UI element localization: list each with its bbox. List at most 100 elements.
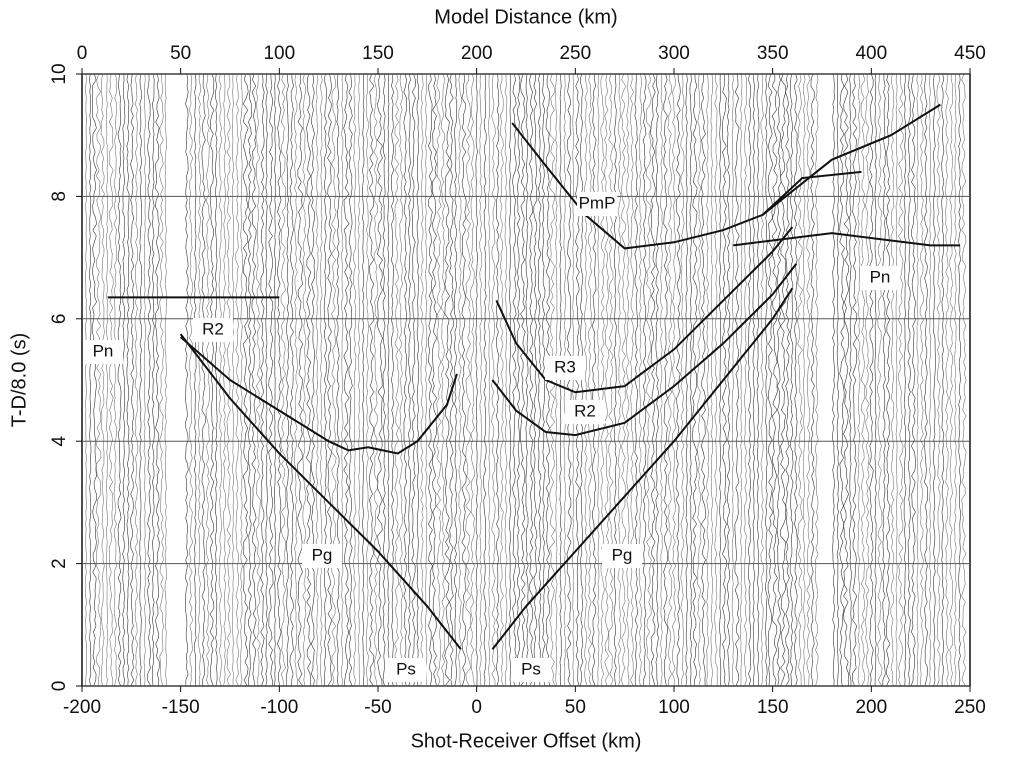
- trace: [710, 73, 714, 687]
- x-tick-label: -150: [162, 697, 200, 718]
- trace: [877, 73, 883, 687]
- trace: [122, 73, 126, 687]
- trace: [85, 73, 87, 687]
- trace: [765, 73, 768, 687]
- trace: [483, 73, 487, 687]
- trace: [885, 73, 891, 687]
- trace: [470, 73, 475, 687]
- travel-time-curve: [511, 122, 862, 250]
- trace: [958, 73, 961, 687]
- trace: [376, 73, 383, 687]
- trace: [756, 73, 760, 687]
- trace: [945, 73, 949, 687]
- trace: [268, 73, 274, 687]
- trace: [147, 73, 152, 687]
- trace: [411, 73, 416, 687]
- trace: [529, 73, 534, 687]
- travel-time-curve: [180, 336, 458, 455]
- trace: [113, 73, 118, 687]
- trace: [407, 73, 411, 687]
- trace: [620, 73, 627, 687]
- trace: [941, 73, 945, 686]
- trace: [336, 73, 340, 687]
- trace: [310, 73, 316, 687]
- annotation-box: [83, 340, 123, 364]
- x-tick-label: -50: [364, 697, 391, 718]
- trace: [197, 73, 201, 687]
- trace: [882, 73, 886, 687]
- trace: [923, 73, 929, 687]
- trace: [740, 73, 743, 687]
- x2-tick-label: 250: [559, 43, 591, 64]
- trace: [509, 73, 512, 687]
- trace: [793, 73, 798, 687]
- trace: [860, 73, 866, 687]
- trace: [685, 73, 688, 687]
- trace: [499, 73, 504, 687]
- trace: [731, 73, 734, 687]
- trace: [613, 73, 617, 687]
- x-tick-label: 250: [954, 697, 986, 718]
- y-tick-label: 8: [49, 191, 70, 202]
- trace: [898, 73, 904, 687]
- trace: [465, 73, 472, 687]
- annotation: R3: [554, 357, 576, 376]
- trace: [403, 73, 407, 687]
- trace: [843, 73, 850, 687]
- trace: [591, 73, 597, 687]
- trace: [689, 73, 693, 687]
- annotation: R2: [202, 319, 224, 338]
- trace: [597, 73, 600, 687]
- x2-tick-label: 0: [77, 43, 88, 64]
- trace: [431, 73, 438, 687]
- trace: [382, 73, 386, 687]
- trace: [697, 73, 702, 687]
- trace: [587, 73, 593, 687]
- trace: [512, 73, 517, 687]
- trace: [289, 73, 294, 687]
- trace: [721, 73, 727, 687]
- y-tick-label: 10: [49, 63, 70, 84]
- trace: [488, 73, 491, 687]
- trace: [154, 73, 160, 687]
- annotation-box: [602, 544, 642, 568]
- trace: [810, 73, 815, 687]
- trace: [752, 73, 756, 686]
- x-tick-label: 150: [757, 697, 789, 718]
- trace: [659, 73, 663, 687]
- trace: [105, 73, 109, 687]
- annotation-box: [386, 658, 426, 682]
- trace: [235, 73, 240, 687]
- trace: [776, 73, 782, 687]
- trace: [416, 73, 420, 687]
- trace: [864, 73, 870, 687]
- trace: [802, 73, 806, 687]
- annotation-box: [511, 658, 551, 682]
- trace: [890, 73, 895, 687]
- trace: [895, 73, 898, 687]
- trace: [815, 73, 819, 687]
- trace: [306, 73, 312, 687]
- trace: [642, 73, 647, 687]
- y-tick-label: 2: [49, 558, 70, 569]
- trace: [771, 73, 778, 687]
- trace: [425, 73, 428, 687]
- trace: [201, 73, 206, 687]
- seismic-traces: [85, 73, 967, 687]
- x2-tick-label: 150: [362, 43, 394, 64]
- trace: [151, 73, 155, 687]
- trace: [315, 73, 319, 687]
- trace: [319, 73, 323, 687]
- trace: [239, 73, 243, 687]
- trace: [373, 73, 379, 687]
- trace: [444, 73, 451, 687]
- trace: [650, 73, 656, 687]
- trace: [420, 73, 424, 687]
- trace: [276, 73, 282, 687]
- trace: [680, 73, 685, 687]
- trace: [537, 73, 542, 687]
- trace: [265, 73, 268, 687]
- annotation: Ps: [396, 659, 416, 678]
- trace: [130, 73, 135, 687]
- trace: [634, 73, 639, 687]
